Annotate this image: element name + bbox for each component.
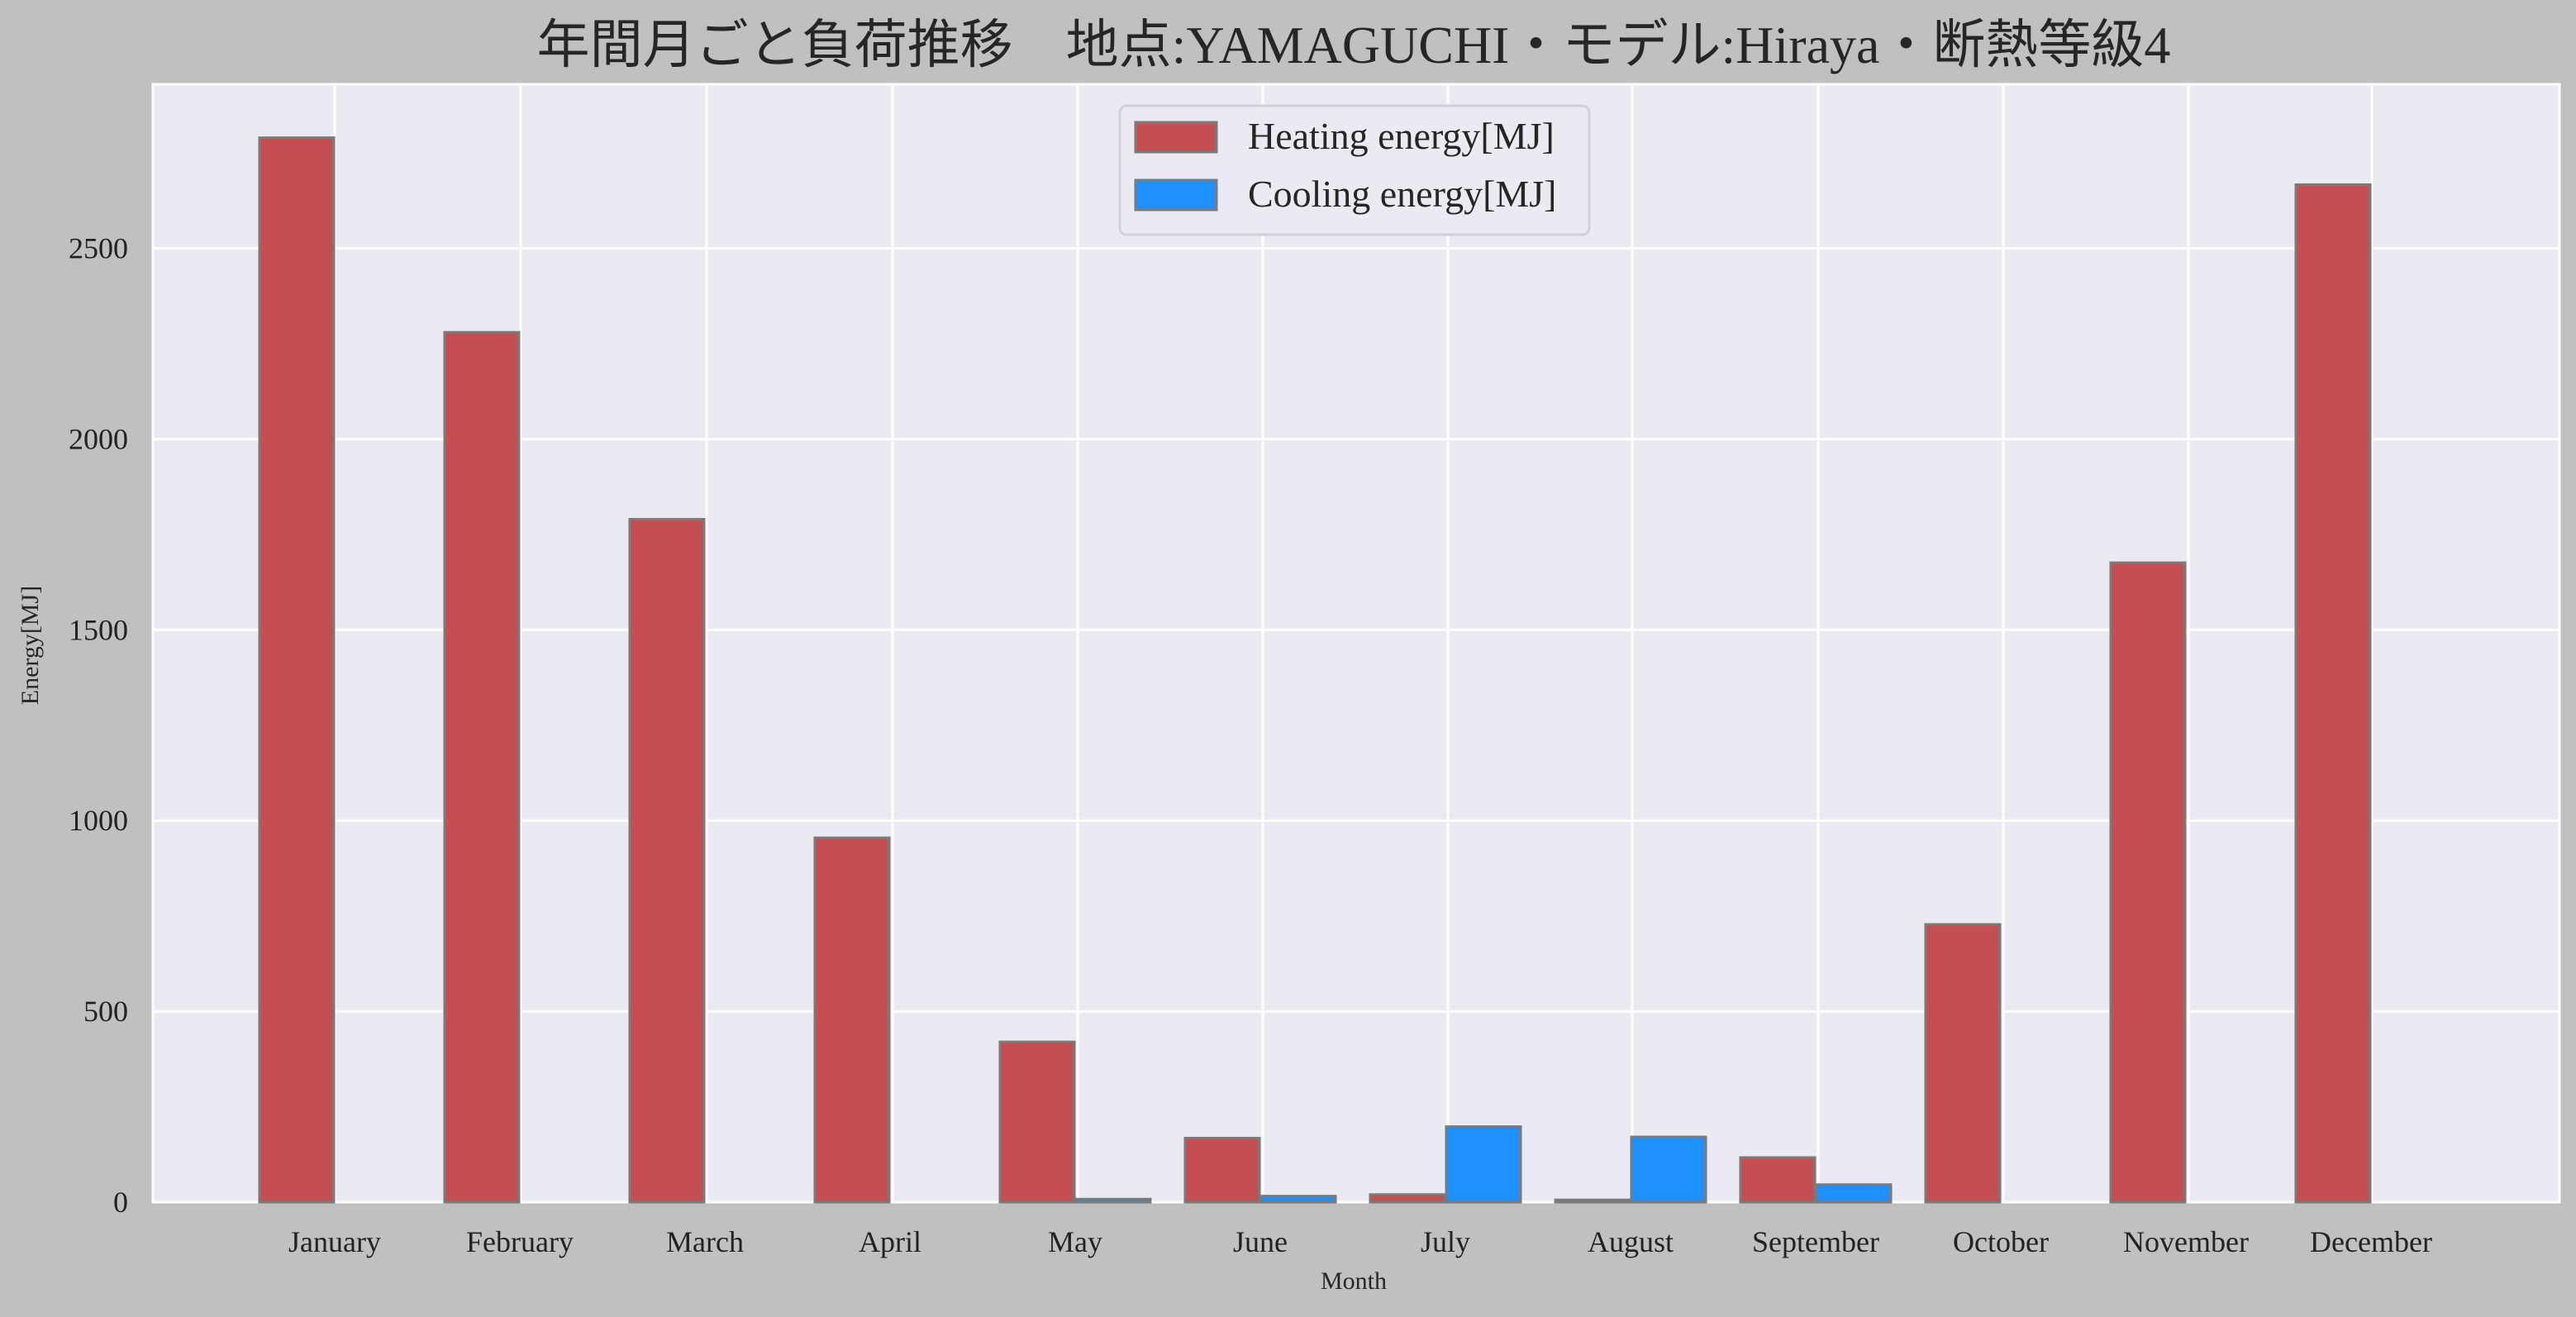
y-tick-label: 2500 — [69, 232, 128, 265]
heating-bar-january — [258, 136, 336, 1204]
y-axis-label: Energy[MJ] — [17, 586, 44, 705]
bars — [258, 136, 2372, 1204]
x-tick-label: September — [1752, 1225, 1879, 1258]
cooling-bar-may — [1074, 1197, 1152, 1204]
x-tick-label: May — [1048, 1225, 1102, 1258]
heating-bar-may — [998, 1040, 1076, 1204]
legend-label: Heating energy[MJ] — [1248, 115, 1555, 157]
chart-title: 年間月ごと負荷推移 地点:YAMAGUCHI・モデル:Hiraya・断熱等級4 — [537, 16, 2171, 74]
heating-bar-april — [813, 836, 891, 1204]
heating-bar-october — [1924, 923, 2002, 1204]
axes: 0 500 1000 1500 2000 2500 January February March… — [69, 232, 2432, 1258]
heating-bar-september — [1739, 1156, 1817, 1204]
x-tick-label: February — [466, 1225, 574, 1258]
heating-bar-march — [628, 517, 706, 1204]
x-tick-label: July — [1421, 1225, 1470, 1258]
y-tick-label: 1500 — [69, 613, 128, 646]
x-tick-label: April — [859, 1225, 921, 1258]
x-axis-label: Month — [1321, 1267, 1387, 1295]
legend-box — [1118, 104, 1591, 236]
x-tick-label: November — [2123, 1225, 2249, 1258]
heating-bar-june — [1183, 1136, 1261, 1204]
x-tick-label: October — [1953, 1225, 2049, 1258]
y-tick-label: 2000 — [69, 422, 128, 455]
x-tick-label: June — [1233, 1225, 1288, 1258]
cooling-bar-august — [1630, 1135, 1707, 1204]
cooling-bar-july — [1445, 1125, 1522, 1204]
heating-bar-august — [1554, 1198, 1631, 1204]
legend-label: Cooling energy[MJ] — [1248, 173, 1557, 215]
heating-bar-december — [2294, 183, 2372, 1204]
legend-swatch — [1134, 121, 1218, 154]
y-tick-label: 500 — [83, 995, 128, 1028]
y-tick-label: 1000 — [69, 804, 128, 837]
legend: Heating energy[MJ] Cooling energy[MJ] — [1118, 104, 1591, 236]
x-tick-label: August — [1588, 1225, 1674, 1258]
x-tick-label: December — [2310, 1225, 2432, 1258]
grid-lines — [151, 84, 2561, 1204]
cooling-bar-september — [1815, 1183, 1893, 1204]
legend-swatch — [1134, 178, 1218, 212]
heating-bar-july — [1369, 1193, 1446, 1204]
cooling-bar-june — [1259, 1195, 1337, 1204]
y-tick-label: 0 — [113, 1186, 128, 1219]
x-tick-label: January — [288, 1225, 381, 1258]
heating-bar-february — [443, 330, 521, 1204]
heating-bar-november — [2109, 561, 2187, 1204]
x-tick-label: March — [666, 1225, 744, 1258]
